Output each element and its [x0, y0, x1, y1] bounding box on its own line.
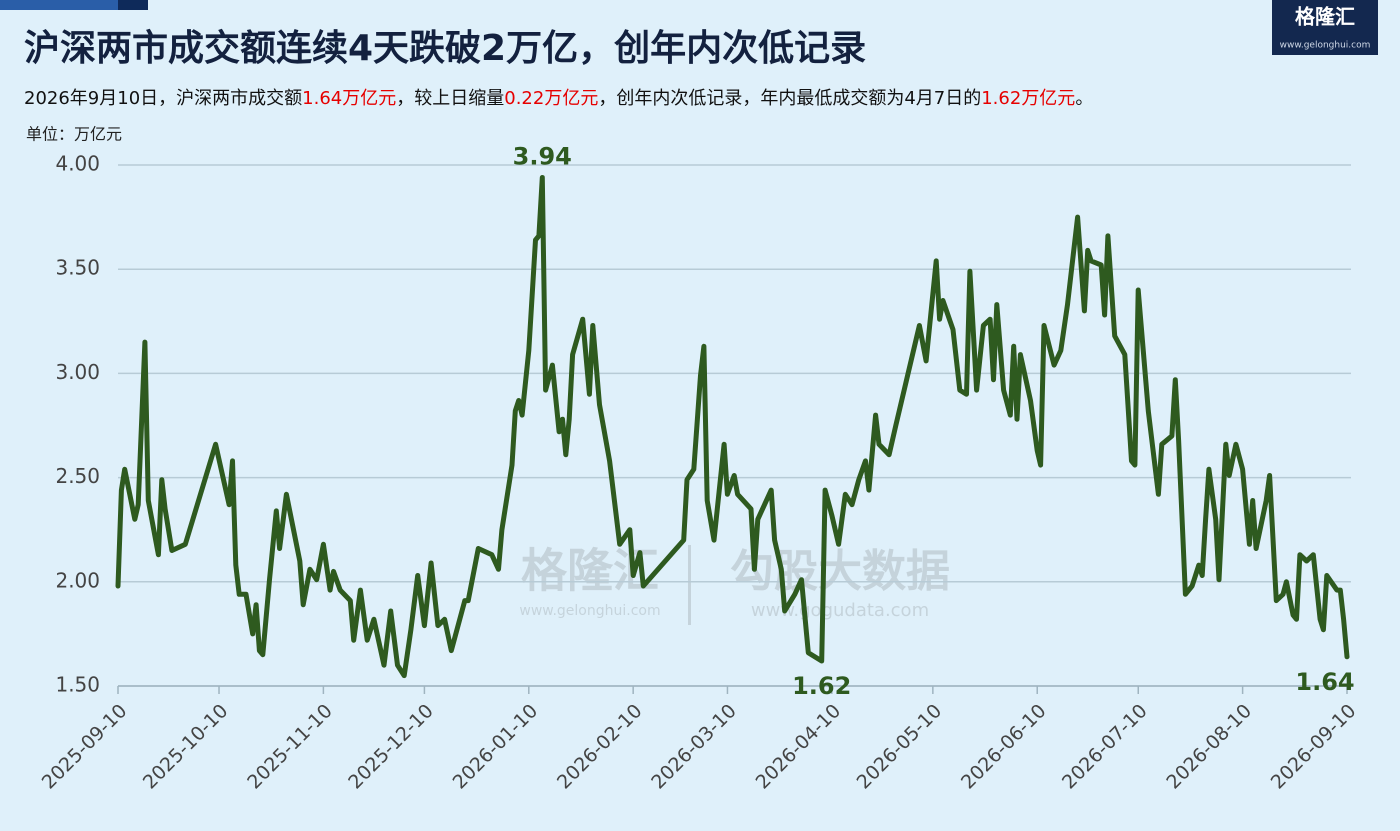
chart-subtitle: 2026年9月10日，沪深两市成交额1.64万亿元，较上日缩量0.22万亿元，创…	[24, 88, 1093, 109]
subtitle-part: 1.62万亿元	[981, 88, 1075, 109]
logo-url: www.gelonghui.com	[1280, 41, 1371, 51]
logo-name: 格隆汇	[1295, 5, 1355, 29]
x-tick-label: 2026-02-10	[553, 700, 647, 794]
annotation: 3.94	[513, 143, 572, 171]
x-tick-label: 2026-05-10	[853, 700, 947, 794]
x-tick-label: 2026-06-10	[957, 700, 1051, 794]
annotation: 1.64	[1295, 668, 1354, 696]
x-tick-label: 2026-09-10	[1267, 700, 1361, 794]
watermark-divider	[688, 545, 691, 625]
x-tick-label: 2026-04-10	[752, 700, 846, 794]
logo-box	[1272, 0, 1378, 55]
corner-bar	[118, 0, 148, 10]
watermark: 格隆汇 www.gelonghui.com 勾股大数据 www.gogudata…	[519, 544, 950, 625]
y-tick-label: 1.50	[55, 673, 100, 697]
watermark-url: www.gelonghui.com	[519, 603, 660, 619]
x-tick-label: 2026-08-10	[1162, 700, 1256, 794]
y-tick-label: 4.00	[55, 152, 100, 176]
unit-label: 单位：万亿元	[26, 125, 122, 144]
x-tick-label: 2025-10-10	[139, 700, 233, 794]
subtitle-part: ，较上日缩量	[396, 88, 504, 109]
x-tick-label: 2025-12-10	[344, 700, 438, 794]
subtitle-part: 1.64万亿元	[302, 88, 396, 109]
subtitle-part: 0.22万亿元	[504, 88, 598, 109]
x-tick-label: 2026-03-10	[647, 700, 741, 794]
y-tick-label: 2.00	[55, 568, 100, 592]
watermark-url: www.gogudata.com	[751, 600, 929, 621]
x-tick-label: 2025-09-10	[38, 700, 132, 794]
annotation: 1.62	[792, 672, 851, 700]
y-tick-label: 2.50	[55, 464, 100, 488]
y-tick-label: 3.50	[55, 256, 100, 280]
subtitle-part: 。	[1075, 88, 1093, 109]
x-tick-label: 2026-01-10	[449, 700, 543, 794]
chart-title: 沪深两市成交额连续4天跌破2万亿，创年内次低记录	[24, 27, 866, 69]
line-series	[115, 175, 1350, 679]
watermark-name: 勾股大数据	[730, 546, 950, 597]
corner-bar	[0, 0, 118, 10]
x-tick-label: 2026-07-10	[1058, 700, 1152, 794]
subtitle-part: 2026年9月10日，沪深两市成交额	[24, 88, 302, 109]
x-tick-label: 2025-11-10	[243, 700, 337, 794]
subtitle-part: ，创年内次低记录，年内最低成交额为4月7日的	[598, 88, 981, 109]
y-tick-label: 3.00	[55, 360, 100, 384]
